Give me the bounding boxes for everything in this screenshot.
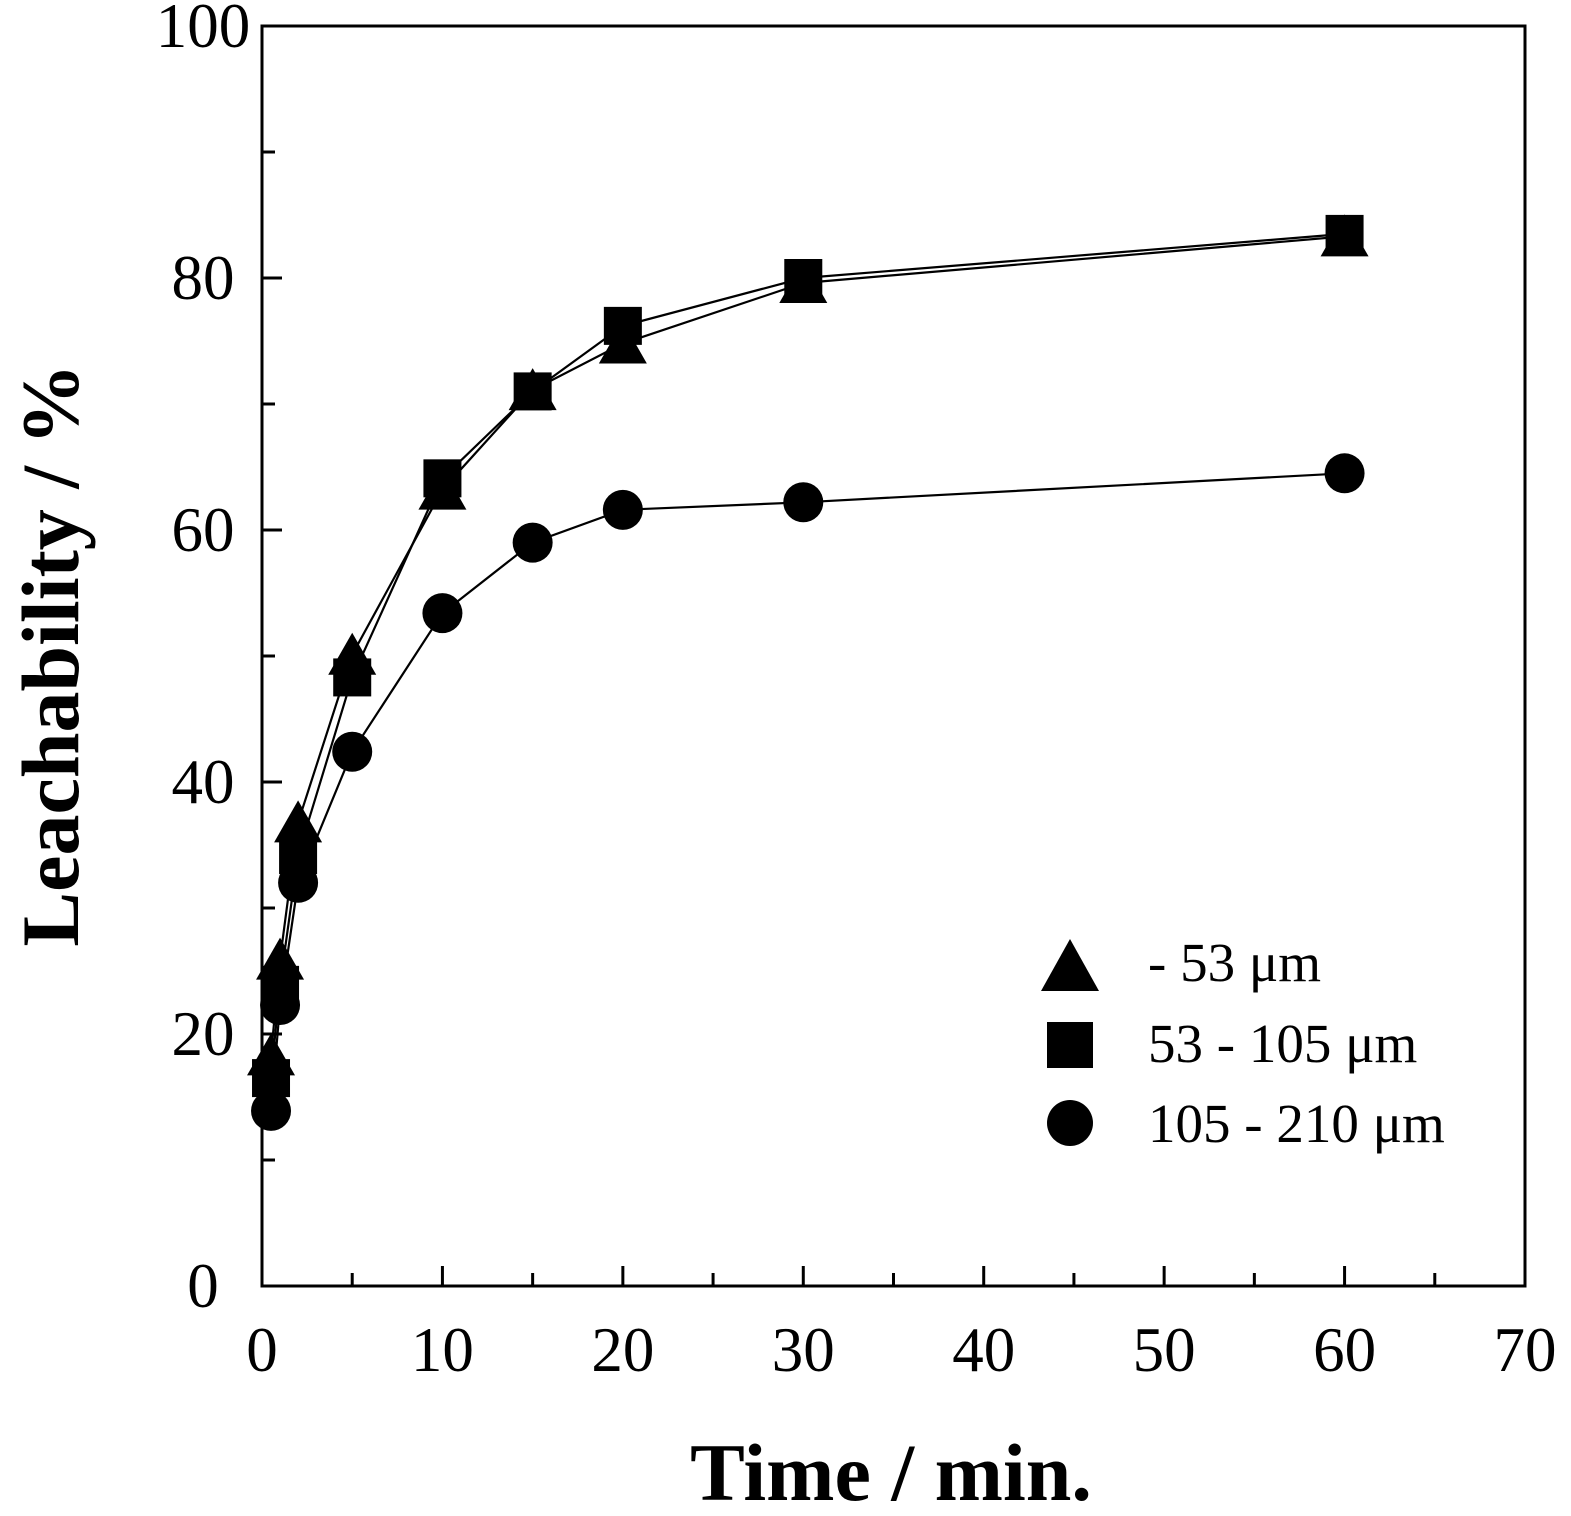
y-tick-label: 40 xyxy=(172,747,235,817)
x-tick-label: 50 xyxy=(1133,1315,1196,1385)
data-point-square xyxy=(603,306,642,345)
data-point-circle xyxy=(512,522,553,563)
legend: - 53 μm 53 - 105 μm 105 - 210 μm xyxy=(1041,932,1445,1154)
legend-label: 105 - 210 μm xyxy=(1148,1093,1445,1154)
data-point-circle xyxy=(1324,453,1365,494)
series-layer xyxy=(247,214,1369,1131)
data-point-square xyxy=(252,1059,291,1098)
x-tick-label: 0 xyxy=(246,1315,278,1385)
legend-triangle-marker xyxy=(1041,939,1099,991)
y-tick-label: 80 xyxy=(172,243,235,313)
data-point-triangle xyxy=(274,800,323,843)
data-point-square xyxy=(1325,214,1364,253)
x-tick-label: 10 xyxy=(411,1315,474,1385)
data-point-square xyxy=(513,372,552,411)
x-tick-label: 30 xyxy=(772,1315,835,1385)
data-point-circle xyxy=(332,731,373,772)
data-point-square xyxy=(423,459,462,498)
data-point-square xyxy=(784,259,823,297)
legend-item: 53 - 105 μm xyxy=(1047,1013,1417,1074)
data-point-circle xyxy=(260,985,301,1026)
legend-circle-marker xyxy=(1047,1100,1093,1146)
x-tick-label: 60 xyxy=(1313,1315,1376,1385)
legend-label: 53 - 105 μm xyxy=(1148,1013,1417,1074)
y-tick-label: 100 xyxy=(156,0,251,61)
legend-item: - 53 μm xyxy=(1041,932,1321,993)
legend-square-marker xyxy=(1047,1022,1093,1068)
data-point-circle xyxy=(422,593,463,634)
legend-item: 105 - 210 μm xyxy=(1047,1093,1445,1154)
y-tick-label: 20 xyxy=(172,999,235,1069)
data-point-circle xyxy=(602,489,643,530)
y-tick-label: 60 xyxy=(172,495,235,565)
x-tick-label: 20 xyxy=(591,1315,654,1385)
x-tick-label: 70 xyxy=(1494,1315,1557,1385)
y-axis-title: Leachability / % xyxy=(5,363,96,946)
x-tick-label: 40 xyxy=(952,1315,1015,1385)
plot-area-frame xyxy=(260,24,1527,1288)
data-point-circle xyxy=(783,482,824,523)
data-point-square xyxy=(333,658,372,697)
axis-ticks: 0 10 20 30 40 50 60 70 0 20 40 60 80 100 xyxy=(156,0,1557,1385)
data-point-circle xyxy=(251,1090,292,1131)
legend-label: - 53 μm xyxy=(1148,932,1321,993)
x-axis-title: Time / min. xyxy=(690,1427,1092,1516)
y-tick-label: 0 xyxy=(187,1251,219,1321)
data-point-circle xyxy=(278,862,319,903)
